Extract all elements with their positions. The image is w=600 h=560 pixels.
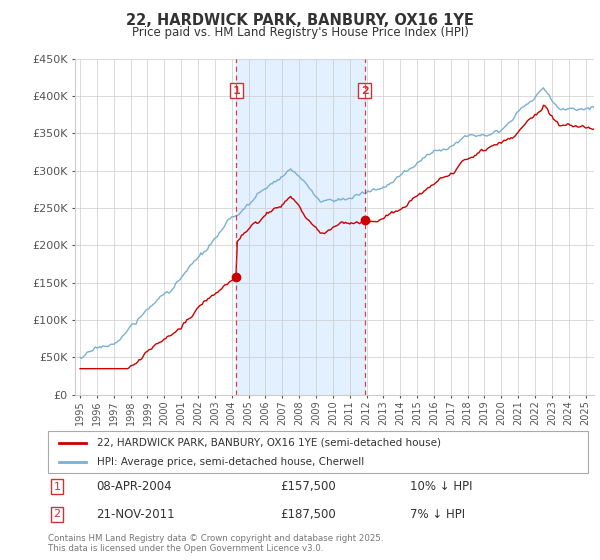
22, HARDWICK PARK, BANBURY, OX16 1YE (semi-detached house) [421, 188, 428, 194]
HPI: Average price, semi-detached house, Cherwell: (2.02e+03, 3.52e+05): Average price, semi-detached house, Cher… [496, 128, 503, 135]
Text: 08-APR-2004: 08-APR-2004 [97, 480, 172, 493]
Text: 2: 2 [53, 509, 61, 519]
Text: 22, HARDWICK PARK, BANBURY, OX16 1YE: 22, HARDWICK PARK, BANBURY, OX16 1YE [126, 13, 474, 27]
Bar [236, 59, 365, 395]
Text: £157,500: £157,500 [280, 480, 336, 493]
Text: 2: 2 [361, 86, 368, 96]
HPI: Average price, semi-detached house, Cherwell: (2e+03, 1.25e+05): Average price, semi-detached house, Cher… [152, 298, 160, 305]
HPI: Average price, semi-detached house, Cherwell: (2e+03, 7.28e+04): Average price, semi-detached house, Cher… [116, 337, 123, 344]
Text: 21-NOV-2011: 21-NOV-2011 [97, 508, 175, 521]
Line: 22, HARDWICK PARK, BANBURY, OX16 1YE (semi-detached house): 22, HARDWICK PARK, BANBURY, OX16 1YE (se… [80, 105, 595, 368]
HPI: Average price, semi-detached house, Cherwell: (2.02e+03, 4.11e+05): Average price, semi-detached house, Cher… [540, 85, 547, 91]
22, HARDWICK PARK, BANBURY, OX16 1YE (semi-detached house) [592, 126, 599, 133]
Text: HPI: Average price, semi-detached house, Cherwell: HPI: Average price, semi-detached house,… [97, 457, 364, 467]
HPI: Average price, semi-detached house, Cherwell: (2e+03, 4.88e+04): Average price, semi-detached house, Cher… [78, 355, 85, 362]
22, HARDWICK PARK, BANBURY, OX16 1YE (semi-detached house) [221, 282, 228, 288]
HPI: Average price, semi-detached house, Cherwell: (2e+03, 6.64e+04): Average price, semi-detached house, Cher… [106, 342, 113, 348]
Text: 1: 1 [53, 482, 61, 492]
HPI: Average price, semi-detached house, Cherwell: (2e+03, 5.03e+04): Average price, semi-detached house, Cher… [76, 354, 83, 361]
Text: 22, HARDWICK PARK, BANBURY, OX16 1YE (semi-detached house): 22, HARDWICK PARK, BANBURY, OX16 1YE (se… [97, 437, 440, 447]
Text: 7% ↓ HPI: 7% ↓ HPI [410, 508, 465, 521]
Text: 1: 1 [232, 86, 240, 96]
22, HARDWICK PARK, BANBURY, OX16 1YE (semi-detached house) [540, 102, 547, 109]
HPI: Average price, semi-detached house, Cherwell: (2e+03, 2.3e+05): Average price, semi-detached house, Cher… [223, 220, 230, 226]
22, HARDWICK PARK, BANBURY, OX16 1YE (semi-detached house) [115, 365, 122, 372]
22, HARDWICK PARK, BANBURY, OX16 1YE (semi-detached house) [76, 365, 83, 372]
Line: HPI: Average price, semi-detached house, Cherwell: HPI: Average price, semi-detached house,… [80, 88, 595, 358]
22, HARDWICK PARK, BANBURY, OX16 1YE (semi-detached house) [495, 139, 502, 146]
Text: Contains HM Land Registry data © Crown copyright and database right 2025.
This d: Contains HM Land Registry data © Crown c… [48, 534, 383, 553]
Text: 10% ↓ HPI: 10% ↓ HPI [410, 480, 472, 493]
Text: £187,500: £187,500 [280, 508, 336, 521]
HPI: Average price, semi-detached house, Cherwell: (2.03e+03, 3.85e+05): Average price, semi-detached house, Cher… [592, 104, 599, 111]
22, HARDWICK PARK, BANBURY, OX16 1YE (semi-detached house) [104, 365, 112, 372]
Text: Price paid vs. HM Land Registry's House Price Index (HPI): Price paid vs. HM Land Registry's House … [131, 26, 469, 39]
HPI: Average price, semi-detached house, Cherwell: (2.02e+03, 3.19e+05): Average price, semi-detached house, Cher… [422, 153, 429, 160]
22, HARDWICK PARK, BANBURY, OX16 1YE (semi-detached house) [151, 342, 158, 349]
